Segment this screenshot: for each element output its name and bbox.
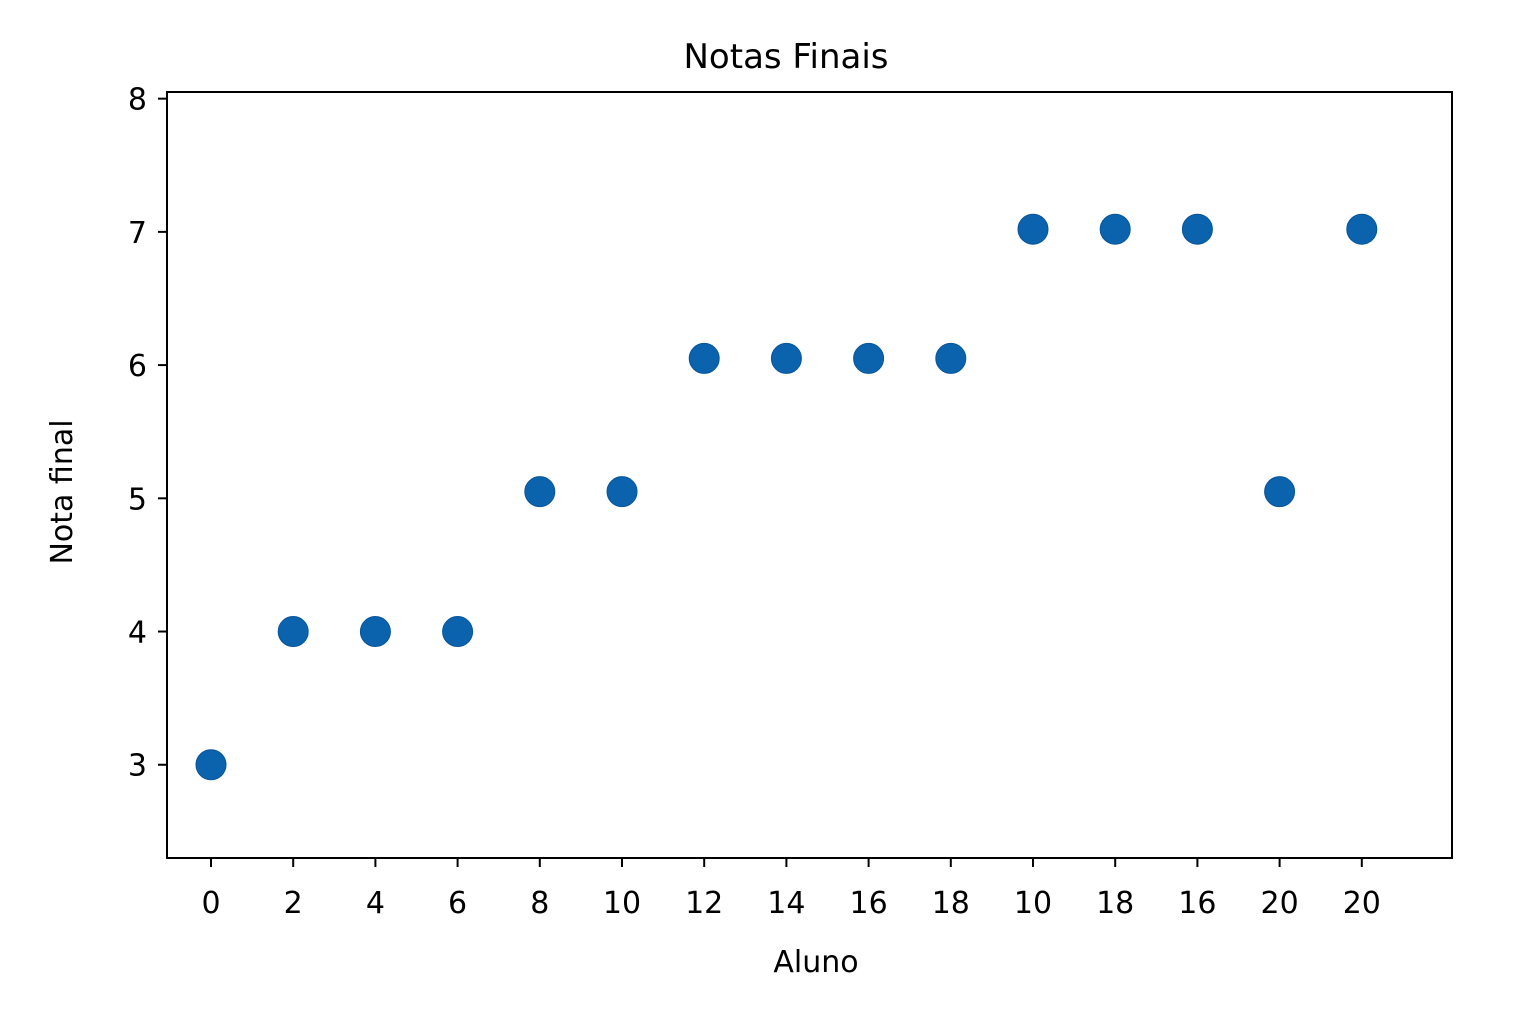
x-tick-label: 12 <box>685 886 723 921</box>
x-tick-label: 14 <box>767 886 805 921</box>
data-point <box>524 476 556 508</box>
data-point <box>1346 213 1378 245</box>
x-tick-label: 2 <box>284 886 303 921</box>
data-point <box>688 342 720 374</box>
data-point <box>195 749 227 781</box>
x-tick-label: 10 <box>1014 886 1052 921</box>
data-point <box>442 616 474 648</box>
x-axis-label: Aluno <box>773 945 858 980</box>
data-point <box>359 616 391 648</box>
y-axis-label: Nota final <box>45 419 80 564</box>
y-tick-label: 8 <box>128 83 147 118</box>
data-point <box>1264 476 1296 508</box>
x-tick-label: 16 <box>850 886 888 921</box>
x-tick-label: 10 <box>603 886 641 921</box>
data-point <box>1099 213 1131 245</box>
x-tick-label: 18 <box>932 886 970 921</box>
data-point <box>1181 213 1213 245</box>
x-tick-label: 18 <box>1096 886 1134 921</box>
y-tick-label: 5 <box>128 482 147 517</box>
data-point <box>277 616 309 648</box>
chart-title: Notas Finais <box>684 37 889 77</box>
plot-frame <box>166 91 1453 859</box>
x-tick-label: 8 <box>530 886 549 921</box>
y-tick-label: 7 <box>128 216 147 251</box>
y-tick-label: 3 <box>128 749 147 784</box>
data-point <box>606 476 638 508</box>
plot-area: 0 2 4 6 8 10 12 14 16 18 10 18 16 20 20 3 4 5 6 7 8 <box>128 83 1453 921</box>
data-point <box>853 342 885 374</box>
x-tick-label: 20 <box>1261 886 1299 921</box>
data-point <box>1017 213 1049 245</box>
data-point <box>770 342 802 374</box>
x-tick-label: 20 <box>1343 886 1381 921</box>
y-tick-label: 6 <box>128 349 147 384</box>
data-point <box>935 342 967 374</box>
y-tick-label: 4 <box>128 616 147 651</box>
x-tick-label: 4 <box>366 886 385 921</box>
x-tick-label: 6 <box>448 886 467 921</box>
x-tick-label: 0 <box>201 886 220 921</box>
x-tick-label: 16 <box>1178 886 1216 921</box>
